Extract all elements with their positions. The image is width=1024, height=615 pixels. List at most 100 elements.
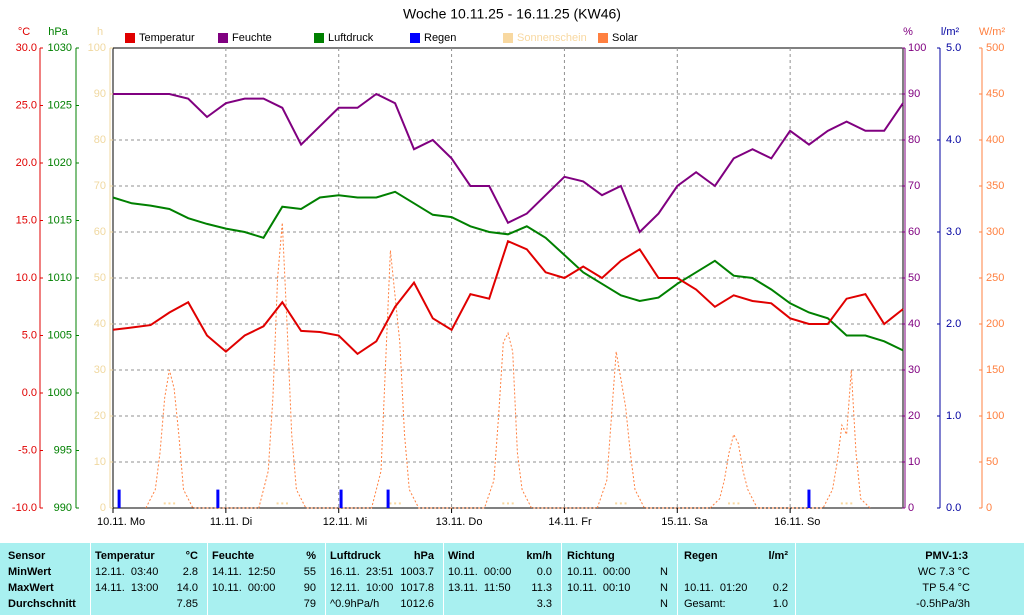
y-tick-label: 20.0 (16, 157, 37, 169)
table-cell: 3.3 (536, 598, 552, 610)
table-cell: 10.11. 00:00 (448, 566, 512, 578)
legend-label: Regen (424, 32, 456, 44)
sunshine-dot (173, 502, 176, 505)
sunshine-dot (285, 502, 288, 505)
axis-unit: h (97, 26, 103, 38)
y-tick-label: 100 (908, 42, 926, 54)
x-tick-label: 15.11. Sa (661, 516, 708, 528)
legend-swatch (218, 33, 228, 43)
y-tick-label: 40 (94, 318, 106, 330)
table-cell: Wind (448, 550, 475, 562)
y-tick-label: 995 (54, 444, 72, 456)
table-cell: N (660, 582, 668, 594)
sunshine-dot (840, 502, 843, 505)
y-tick-label: 0.0 (946, 502, 961, 514)
legend-label: Temperatur (139, 32, 195, 44)
y-tick-label: 200 (986, 318, 1004, 330)
sunshine-dot (507, 502, 509, 505)
y-tick-label: 100 (986, 410, 1004, 422)
table-cell: 90 (303, 582, 316, 594)
y-tick-label: 1.0 (946, 410, 961, 422)
table-cell: MaxWert (8, 582, 54, 594)
axis-unit: °C (18, 26, 30, 38)
table-cell: MinWert (8, 566, 52, 578)
sunshine-dot (511, 502, 514, 505)
table-cell: 14.11. 12:50 (212, 566, 276, 578)
y-tick-label: 5.0 (22, 329, 37, 341)
legend-swatch (598, 33, 608, 43)
sunshine-dot (732, 502, 735, 505)
y-tick-label: 70 (908, 180, 920, 192)
sunshine-dot (394, 502, 397, 505)
column-separator (207, 543, 208, 615)
y-tick-label: 25.0 (16, 99, 37, 111)
x-tick-label: 14.11. Fr (548, 516, 592, 528)
y-tick-label: 80 (908, 134, 920, 146)
y-tick-label: 250 (986, 272, 1004, 284)
y-tick-label: 10.0 (16, 272, 37, 284)
table-cell: 13.11. 11:50 (448, 582, 511, 594)
table-cell: PMV-1:3 (925, 550, 968, 562)
table-cell: 12.11. 03:40 (95, 566, 159, 578)
axis-unit: W/m² (979, 26, 1006, 38)
y-tick-label: 0.0 (22, 387, 37, 399)
y-tick-label: 1000 (48, 387, 72, 399)
column-separator (677, 543, 678, 615)
table-cell: Sensor (8, 550, 46, 562)
y-tick-label: 50 (986, 456, 998, 468)
y-tick-label: -10.0 (12, 502, 37, 514)
y-tick-label: 50 (908, 272, 920, 284)
table-cell: 11.3 (531, 582, 552, 594)
y-tick-label: 300 (986, 226, 1004, 238)
y-tick-label: 2.0 (946, 318, 961, 330)
x-tick-label: 11.11. Di (210, 516, 252, 528)
axis-unit: % (903, 26, 913, 38)
series-line (145, 222, 871, 509)
legend-swatch (503, 33, 513, 43)
legend-swatch (125, 33, 135, 43)
plot-area (112, 47, 904, 509)
table-cell: l/m² (768, 550, 788, 562)
y-tick-label: 90 (94, 88, 106, 100)
y-tick-label: 60 (908, 226, 920, 238)
sunshine-dot (737, 502, 740, 505)
y-tick-label: 990 (54, 502, 72, 514)
x-tick-label: 13.11. Do (436, 516, 483, 528)
x-tick-label: 10.11. Mo (97, 516, 145, 528)
table-cell: 55 (303, 566, 316, 578)
y-tick-label: 1015 (48, 214, 72, 226)
series-line (113, 92, 904, 234)
legend-swatch (314, 33, 324, 43)
series-line (112, 190, 904, 352)
y-tick-label: 20 (94, 410, 106, 422)
y-tick-label: 1010 (48, 272, 72, 284)
table-cell: Luftdruck (330, 550, 381, 562)
table-cell: 1.0 (772, 598, 788, 610)
table-cell: 1003.7 (400, 566, 434, 578)
table-cell: 2.8 (182, 566, 198, 578)
sunshine-dot (615, 502, 618, 505)
y-tick-label: -5.0 (18, 444, 37, 456)
series-line (112, 239, 904, 356)
y-tick-label: 15.0 (16, 214, 37, 226)
y-tick-label: 400 (986, 134, 1004, 146)
table-cell: TP 5.4 °C (922, 582, 970, 594)
sunshine-dot (619, 502, 622, 505)
y-tick-label: 70 (94, 180, 106, 192)
stats-table: Sensor Temperatur °C Feuchte% Luftdruck hPa Wi… (0, 543, 1024, 615)
table-cell: hPa (413, 550, 434, 562)
y-tick-label: 20 (908, 410, 920, 422)
y-tick-label: 80 (94, 134, 106, 146)
y-tick-label: 30 (908, 364, 920, 376)
column-separator (443, 543, 444, 615)
rain-bar (216, 489, 220, 508)
table-cell: WC 7.3 °C (917, 566, 970, 578)
table-cell: Durchschnitt (8, 598, 76, 610)
column-separator (795, 543, 796, 615)
sunshine-dot (163, 502, 166, 505)
y-tick-label: 60 (94, 226, 106, 238)
rain-bar (117, 489, 121, 508)
sunshine-dot (276, 502, 279, 505)
chart-title: Woche 10.11.25 - 16.11.25 (KW46) (403, 6, 621, 22)
